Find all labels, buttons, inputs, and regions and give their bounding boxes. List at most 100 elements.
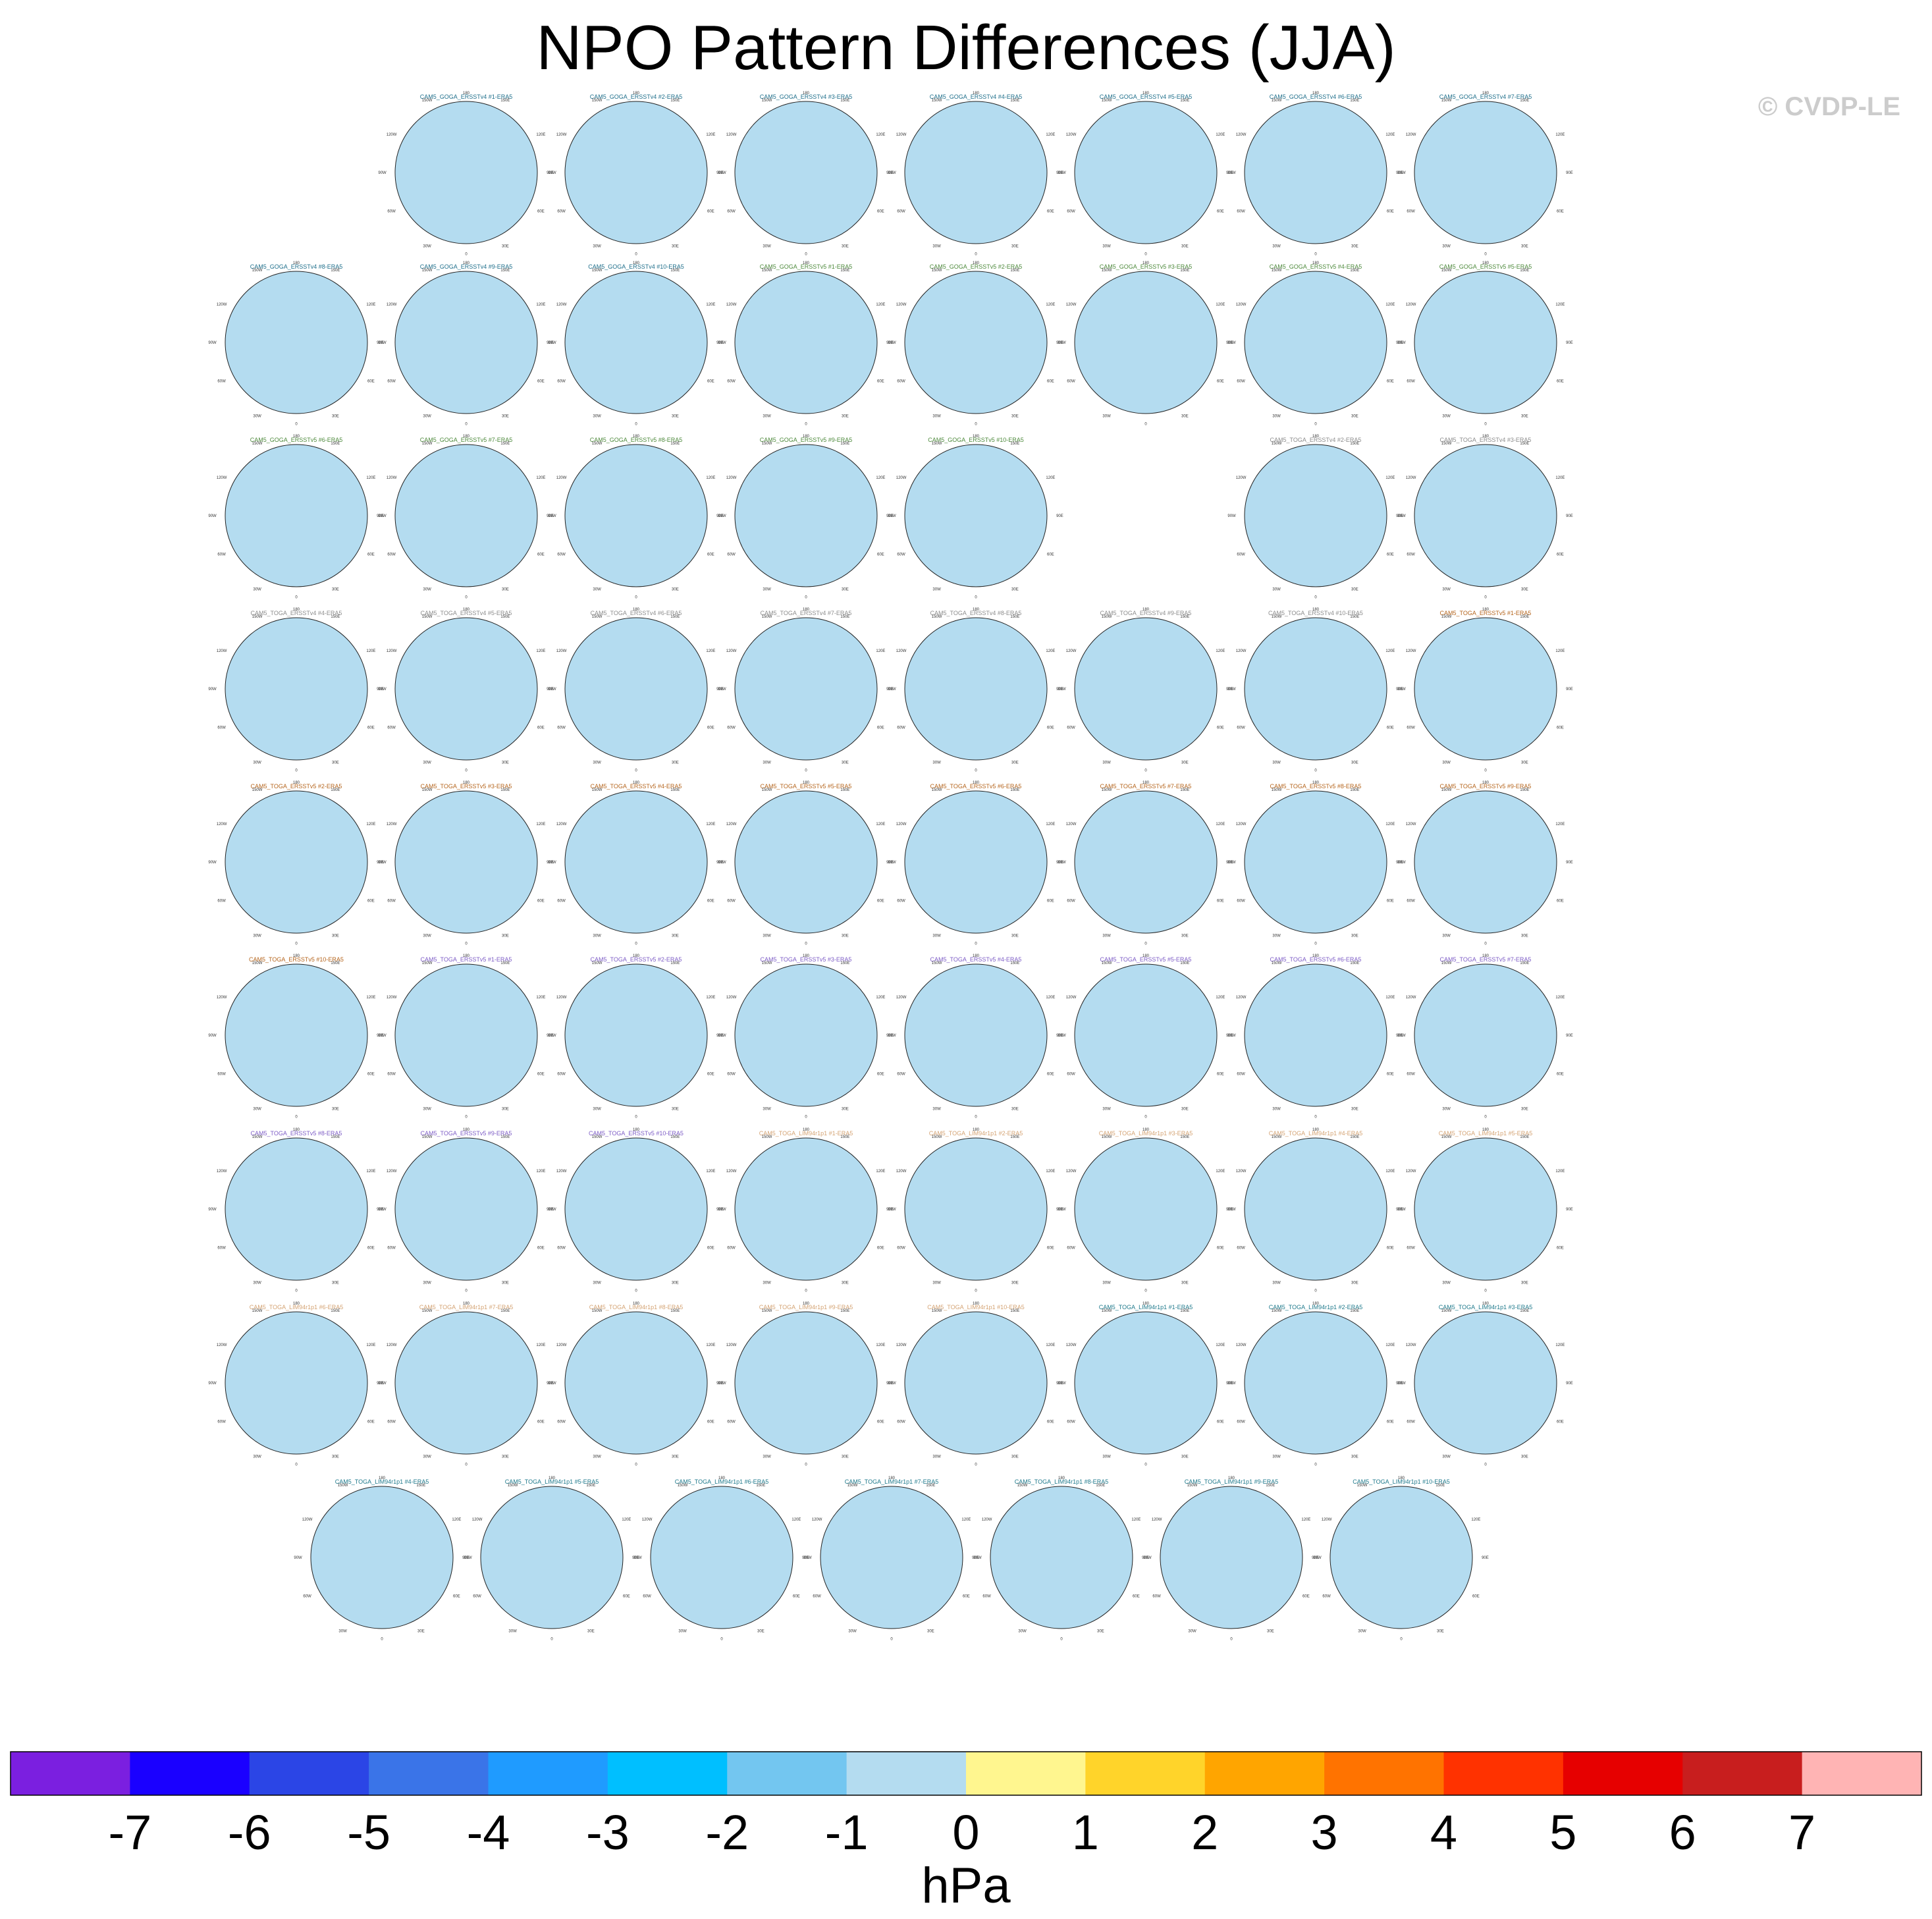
- map-tick-label: 0: [295, 1115, 298, 1119]
- map-tick-label: 60W: [1407, 379, 1415, 383]
- map-tick-label: 150W: [1441, 615, 1452, 619]
- map-background: [905, 1138, 1047, 1280]
- map-border: [480, 1486, 624, 1629]
- map-tick-label: 60W: [557, 1420, 566, 1424]
- panel-title: CAM5_TOGA_LIM94r1p1 #9-ERA5: [759, 1304, 853, 1311]
- map-tick-label: 180: [1142, 1128, 1150, 1132]
- map-tick-label: 150W: [422, 961, 433, 965]
- map-tick-label: 90E: [1396, 514, 1403, 518]
- map-tick-label: 30E: [1351, 1281, 1358, 1285]
- map-background: [1245, 964, 1387, 1106]
- map-tick-label: 150W: [762, 615, 772, 619]
- map-tick-label: 180: [293, 608, 300, 612]
- map-tick-label: 30E: [672, 934, 679, 938]
- map-tick-label: 150W: [1357, 1484, 1368, 1488]
- map-tick-label: 120W: [896, 1170, 907, 1174]
- map-border: [394, 963, 538, 1107]
- map-tick-label: 90E: [716, 1034, 724, 1038]
- map-border: [1074, 101, 1218, 244]
- map-border: [820, 1486, 963, 1629]
- map-tick-label: 150E: [331, 961, 340, 965]
- map-tick-label: 60E: [1387, 1420, 1394, 1424]
- map-tick-label: 0: [381, 1637, 383, 1641]
- map-border: [1074, 1137, 1218, 1281]
- map-tick-label: 0: [1314, 252, 1317, 256]
- map-tick-label: 120W: [642, 1518, 653, 1522]
- map-tick-label: 180: [1482, 954, 1489, 958]
- map-tick-label: 180: [888, 1476, 896, 1480]
- map-tick-label: 60E: [1557, 209, 1564, 213]
- map-tick-label: 30E: [502, 1107, 509, 1111]
- map-tick-label: 150W: [508, 1484, 518, 1488]
- map-tick-label: 150W: [932, 1309, 942, 1313]
- map-tick-label: 180: [973, 92, 980, 95]
- map-border: [1244, 790, 1387, 934]
- map-tick-label: 60E: [367, 899, 375, 903]
- map-tick-label: 30W: [1272, 761, 1281, 765]
- map-tick-label: 30W: [593, 244, 601, 248]
- map-tick-label: 120E: [1131, 1518, 1140, 1522]
- map-tick-label: 30W: [932, 587, 941, 591]
- map-tick-label: 150W: [1441, 1135, 1452, 1139]
- map-tick-label: 120W: [1066, 1343, 1077, 1347]
- map-tick-label: 60E: [1387, 209, 1394, 213]
- map-tick-label: 60E: [537, 726, 545, 730]
- map-tick-label: 30E: [332, 1281, 339, 1285]
- map-tick-label: 90W: [378, 1382, 387, 1386]
- map-tick-label: 60W: [1407, 553, 1415, 556]
- map-tick-label: 180: [463, 781, 470, 785]
- map-tick-label: 180: [549, 1476, 556, 1480]
- map-tick-label: 120E: [366, 476, 375, 480]
- map-border: [904, 1137, 1048, 1281]
- map-border: [904, 1311, 1048, 1455]
- map-tick-label: 60W: [1067, 379, 1075, 383]
- map-tick-label: 60E: [1217, 726, 1224, 730]
- map-tick-label: 30W: [508, 1629, 517, 1633]
- map-tick-label: 180: [973, 608, 980, 612]
- map-tick-label: 90E: [886, 1034, 894, 1038]
- map-tick-label: 30E: [332, 934, 339, 938]
- map-tick-label: 120E: [1046, 476, 1055, 480]
- map-background: [395, 964, 537, 1106]
- map-tick-label: 150E: [1010, 269, 1019, 273]
- map-tick-label: 120W: [1066, 649, 1077, 653]
- map-tick-label: 120E: [1216, 303, 1225, 307]
- map-tick-label: 150W: [932, 788, 942, 792]
- map-tick-label: 150E: [1010, 1309, 1019, 1313]
- map-border: [564, 790, 708, 934]
- colorbar-tick-label: 5: [1549, 1805, 1577, 1860]
- map-tick-label: 150E: [1436, 1484, 1445, 1488]
- map-tick-label: 120E: [706, 476, 715, 480]
- map-tick-label: 150W: [762, 961, 772, 965]
- map-tick-label: 60W: [557, 726, 566, 730]
- map-tick-label: 90E: [1566, 341, 1573, 345]
- map-tick-label: 150W: [592, 1135, 603, 1139]
- map-tick-label: 60E: [1217, 1246, 1224, 1250]
- map-tick-label: 180: [973, 261, 980, 265]
- map-tick-label: 90W: [718, 171, 726, 175]
- map-tick-label: 120W: [726, 649, 737, 653]
- map-tick-label: 60W: [727, 209, 736, 213]
- map-tick-label: 0: [1144, 252, 1147, 256]
- map-tick-label: 0: [805, 422, 807, 426]
- map-tick-label: 180: [1058, 1476, 1065, 1480]
- map-tick-label: 120E: [1471, 1518, 1480, 1522]
- map-tick-label: 90W: [1397, 688, 1406, 691]
- map-tick-label: 150E: [331, 442, 340, 446]
- map-tick-label: 60E: [1217, 1420, 1224, 1424]
- map-tick-label: 150W: [762, 1309, 772, 1313]
- map-tick-label: 120E: [366, 823, 375, 826]
- map-tick-label: 150E: [1520, 442, 1529, 446]
- map-tick-label: 150W: [592, 961, 603, 965]
- map-tick-label: 180: [1482, 92, 1489, 95]
- map-tick-label: 0: [720, 1637, 723, 1641]
- map-tick-label: 150E: [1010, 99, 1019, 103]
- map-tick-label: 30W: [1442, 244, 1451, 248]
- map-tick-label: 150E: [1350, 961, 1359, 965]
- map-tick-label: 60E: [1217, 1072, 1224, 1076]
